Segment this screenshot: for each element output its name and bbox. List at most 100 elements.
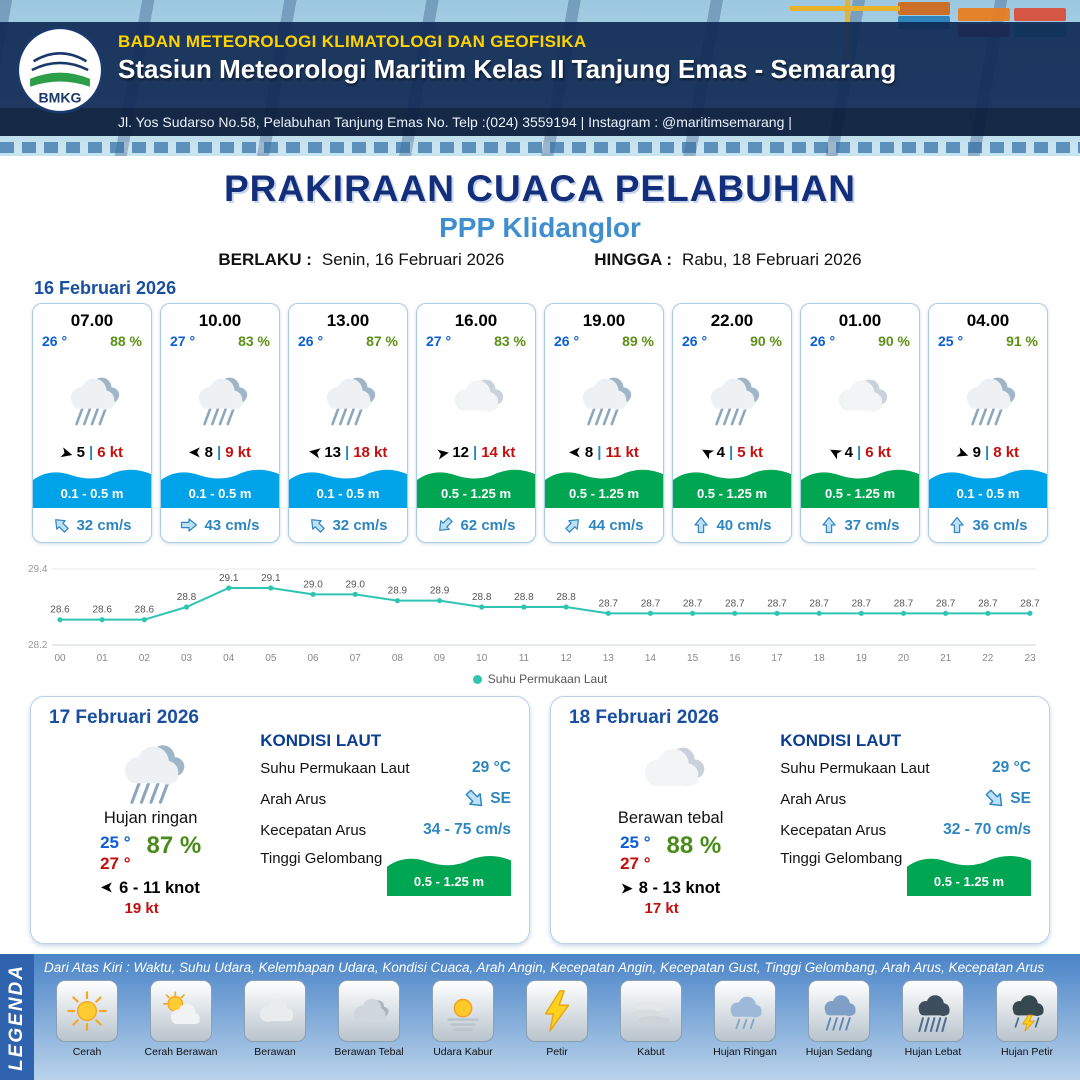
svg-text:06: 06 xyxy=(307,653,319,664)
daily-cards-row: 17 Februari 2026 Hujan ringan 25 ° 27 ° … xyxy=(0,696,1080,944)
wind-range: 8 - 13 knot xyxy=(638,878,721,897)
svg-text:10: 10 xyxy=(476,653,488,664)
current-speed: 62 cm/s xyxy=(460,516,516,534)
humidity: 89 % xyxy=(622,333,654,349)
legend-item-label: Kabut xyxy=(637,1046,665,1058)
svg-text:28.2: 28.2 xyxy=(28,640,48,651)
legend-item-label: Hujan Ringan xyxy=(713,1046,777,1058)
cloud-dark-icon xyxy=(346,988,392,1034)
temperature-max: 27 ° xyxy=(620,854,651,874)
haze-icon xyxy=(440,988,486,1034)
svg-text:07: 07 xyxy=(350,653,362,664)
svg-text:28.7: 28.7 xyxy=(725,598,745,609)
wind-row: ➤ 8 | 9 kt xyxy=(161,444,279,461)
legend-item-label: Hujan Petir xyxy=(1001,1046,1053,1058)
svg-text:19: 19 xyxy=(856,653,868,664)
legend-icon-box xyxy=(244,980,306,1042)
rain-heavy-icon xyxy=(910,988,956,1034)
current-speed: 32 cm/s xyxy=(76,516,132,534)
temperature: 27 ° xyxy=(170,333,196,349)
svg-text:28.8: 28.8 xyxy=(514,592,534,603)
wave-height-band: 0.1 - 0.5 m xyxy=(289,464,407,508)
daily-weather-icon xyxy=(99,731,203,807)
wind-direction-arrow-icon: ➤ xyxy=(101,880,114,896)
forecast-time: 19.00 xyxy=(582,311,626,330)
svg-text:22: 22 xyxy=(982,653,994,664)
legend-marker-icon xyxy=(472,674,482,684)
wind-speed: 12 xyxy=(452,444,469,461)
valid-until-label: HINGGA : xyxy=(594,250,673,269)
forecast-time: 01.00 xyxy=(838,311,882,330)
current-speed-label: Kecepatan Arus xyxy=(780,821,887,839)
wave-shape xyxy=(929,469,1047,508)
humidity: 91 % xyxy=(1006,333,1038,349)
current-speed: 43 cm/s xyxy=(204,516,260,534)
current-direction-arrow-icon xyxy=(980,783,1011,814)
svg-text:28.9: 28.9 xyxy=(430,586,450,597)
forecast-time: 04.00 xyxy=(966,311,1010,330)
svg-text:28.7: 28.7 xyxy=(641,598,661,609)
current-direction-arrow-icon xyxy=(692,516,710,534)
legend-items-row: Cerah Cerah Berawan Berawan Berawan Teba… xyxy=(42,980,1072,1058)
wind-row: ➤ 9 | 8 kt xyxy=(929,443,1047,462)
sun-cloud-icon xyxy=(158,988,204,1034)
wave-height-band: 0.1 - 0.5 m xyxy=(161,464,279,508)
svg-text:11: 11 xyxy=(519,653,530,664)
separator: | xyxy=(857,444,862,461)
wave-height: 0.5 - 1.25 m xyxy=(568,486,640,501)
legend-item-label: Cerah xyxy=(72,1046,102,1058)
hourly-forecast-card: 22.00 26 ° 90 % ➤ 4 | 5 kt 0.5 - 1.25 m … xyxy=(672,303,792,543)
svg-text:28.6: 28.6 xyxy=(135,605,155,616)
wave-shape xyxy=(801,469,919,508)
temperature: 27 ° xyxy=(426,333,452,349)
legend-item-label: Hujan Sedang xyxy=(805,1046,873,1058)
daily-date: 17 Februari 2026 xyxy=(49,707,199,728)
separator: | xyxy=(597,444,602,461)
agency-name: BADAN METEOROLOGI KLIMATOLOGI DAN GEOFIS… xyxy=(118,32,587,51)
wind-row: ➤ 4 | 5 kt xyxy=(673,442,791,463)
svg-text:21: 21 xyxy=(940,653,952,664)
current-direction-label: Arah Arus xyxy=(780,790,847,808)
wind-direction-arrow-icon: ➤ xyxy=(697,442,716,463)
current-row: 43 cm/s xyxy=(161,508,279,542)
svg-text:28.7: 28.7 xyxy=(1020,598,1040,609)
humidity: 83 % xyxy=(238,333,270,349)
current-direction-arrow-icon xyxy=(180,516,198,534)
bmkg-logo: BMKG xyxy=(16,26,104,114)
address-text: Jl. Yos Sudarso No.58, Pelabuhan Tanjung… xyxy=(118,114,792,130)
sst-line-chart: 29.4 28.2 28.6 00 28.6 01 28.6 02 28.8 03 29.1 04 29… xyxy=(28,564,1040,664)
wind-row: ➤ 13 | 18 kt xyxy=(289,444,407,462)
daily-weather-icon xyxy=(619,731,723,807)
sun-icon xyxy=(64,988,110,1034)
container-decoration xyxy=(958,8,1010,21)
svg-text:28.7: 28.7 xyxy=(894,598,914,609)
wave-height-band: 0.1 - 0.5 m xyxy=(33,464,151,508)
valid-until-value: Rabu, 18 Februari 2026 xyxy=(682,250,862,269)
daily-date: 18 Februari 2026 xyxy=(569,707,719,728)
separator: | xyxy=(217,444,222,461)
svg-text:28.6: 28.6 xyxy=(50,605,70,616)
hourly-cards-row: 07.00 26 ° 88 % ➤ 5 | 6 kt 0.1 - 0.5 m 3… xyxy=(0,303,1080,543)
legend-item-label: Cerah Berawan xyxy=(144,1046,218,1058)
svg-text:13: 13 xyxy=(603,653,615,664)
svg-text:28.7: 28.7 xyxy=(936,598,956,609)
current-row: 32 cm/s xyxy=(33,508,151,542)
current-direction-arrow-icon xyxy=(305,512,330,537)
legend-item: Hujan Ringan xyxy=(700,980,790,1058)
legend-section: LEGENDA Dari Atas Kiri : Waktu, Suhu Uda… xyxy=(0,954,1080,1080)
svg-text:03: 03 xyxy=(181,653,193,664)
wind-gust: 14 kt xyxy=(481,444,516,461)
humidity: 90 % xyxy=(878,333,910,349)
current-direction-arrow-icon xyxy=(948,516,966,534)
forecast-time: 10.00 xyxy=(198,311,242,330)
chart-legend: Suhu Permukaan Laut xyxy=(26,672,1054,686)
wind-speed: 13 xyxy=(324,444,341,461)
rain-mid-icon xyxy=(816,988,862,1034)
humidity: 87 % xyxy=(366,333,398,349)
weather-icon xyxy=(440,366,512,428)
legend-icon-box xyxy=(432,980,494,1042)
current-row: 36 cm/s xyxy=(929,508,1047,542)
wind-direction-arrow-icon: ➤ xyxy=(435,443,450,462)
svg-text:05: 05 xyxy=(265,653,277,664)
wave-height: 0.1 - 0.5 m xyxy=(956,486,1020,501)
